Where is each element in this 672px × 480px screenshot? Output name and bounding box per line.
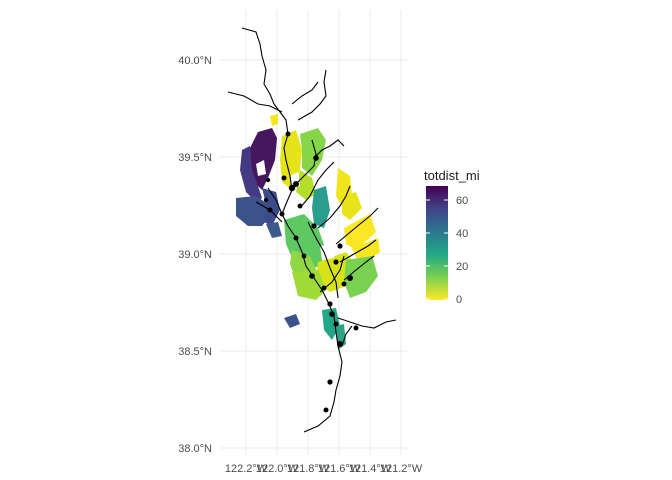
y-tick-label: 39.5°N [178,152,212,164]
main-river [241,27,343,433]
region-south-green-west [292,270,326,300]
tributary-north-2 [291,81,319,105]
tributary-south-east [337,317,397,329]
tributary-east-2 [335,207,379,245]
legend-title: totdist_mi [424,168,480,183]
region-north-teal [296,170,316,200]
region-west-purple [240,146,262,202]
x-tick-label: 121.6°W [318,463,361,475]
x-tick-label: 121.2°W [380,463,423,475]
x-axis-labels: 122.2°W 122.0°W 121.8°W 121.6°W 121.4°W … [225,463,423,475]
tributary-west-1 [267,187,283,215]
legend: totdist_mi 60 40 20 0 [424,168,480,306]
legend-tick-label: 40 [456,228,468,240]
legend-tick-marks [426,199,448,300]
tributary-center-2 [299,161,335,209]
tributary-east-3 [339,239,377,263]
legend-tick-label: 20 [456,261,468,273]
region-east-yellow-3 [344,214,376,250]
y-tick-label: 40.0°N [178,55,212,67]
x-tick-label: 122.2°W [225,463,268,475]
region-south-green-east [344,256,378,298]
tributary-ne-1 [313,139,345,159]
region-sw-blue [266,222,282,238]
region-top-yellow [270,114,278,126]
region-west-blue [236,196,270,226]
tributary-central-long [307,221,339,299]
region-hole-3 [320,244,334,260]
legend-tick-label: 60 [456,195,468,207]
legend-tick-label: 0 [456,294,462,306]
node-points [263,131,359,413]
y-tick-label: 38.0°N [178,443,212,455]
tributary-center-1 [293,139,317,187]
region-east-yellow-2 [342,192,362,220]
y-axis-labels: 40.0°N 39.5°N 39.0°N 38.5°N 38.0°N [178,55,212,455]
region-north-green [300,128,326,176]
y-tick-label: 38.5°N [178,346,212,358]
tributary-north-1 [227,91,283,113]
x-tick-label: 122.0°W [256,463,299,475]
legend-colorbar [426,186,448,300]
region-northwest-far [248,128,277,190]
tributary-east-1 [317,185,351,229]
distance-regions [236,114,380,350]
tributary-north-3 [297,69,327,121]
x-tick-label: 121.4°W [349,463,392,475]
region-isolated-blue [284,314,300,328]
region-hole-1 [256,160,266,176]
x-tick-label: 121.8°W [287,463,330,475]
region-central-teal [312,186,330,228]
region-west-blue-2 [262,188,280,226]
y-tick-label: 39.0°N [178,249,212,261]
tributary-south-loop [341,325,353,347]
